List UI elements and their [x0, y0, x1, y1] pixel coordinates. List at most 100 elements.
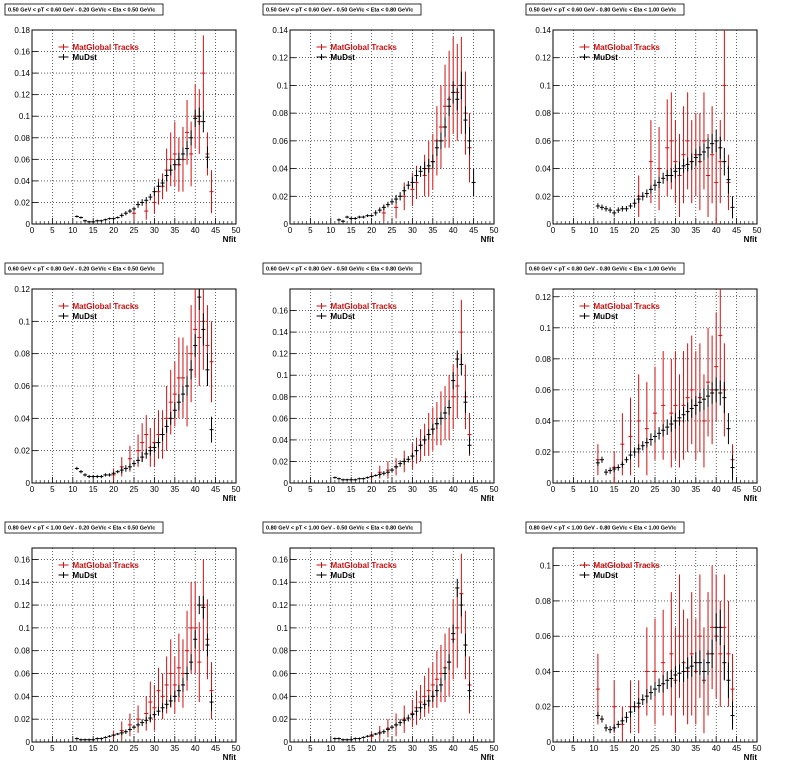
x-tick-label: 0: [288, 226, 293, 235]
data-point: [434, 650, 439, 708]
y-tick-label: 0.14: [272, 26, 288, 35]
data-point: [164, 699, 169, 709]
data-point: [677, 161, 682, 176]
data-point: [144, 449, 149, 459]
x-axis-label: Nfit: [223, 753, 237, 762]
data-point: [193, 334, 198, 357]
y-tick-label: 0.12: [272, 350, 288, 359]
data-point: [389, 724, 395, 730]
data-point: [406, 714, 411, 722]
data-point: [140, 452, 145, 462]
data-point: [385, 727, 390, 732]
data-point: [103, 473, 108, 477]
data-point: [730, 701, 735, 730]
x-tick-label: 10: [68, 744, 77, 753]
y-tick-label: 0.08: [535, 109, 551, 118]
data-point: [414, 446, 419, 455]
data-point: [119, 730, 124, 736]
y-tick-label: 0.12: [14, 601, 30, 610]
data-point: [103, 736, 108, 739]
x-tick-label: 25: [388, 226, 397, 235]
y-tick-label: 0: [547, 738, 552, 747]
data-point: [341, 478, 346, 481]
data-point: [394, 194, 399, 204]
x-tick-label: 5: [571, 744, 576, 753]
data-point: [197, 289, 202, 311]
data-point: [648, 185, 653, 194]
x-tick-label: 20: [630, 744, 639, 753]
data-point: [78, 216, 83, 219]
data-point: [123, 211, 128, 216]
data-point: [726, 165, 731, 194]
data-point: [209, 170, 214, 214]
data-point: [438, 85, 443, 169]
plot-title: 0.80 GeV < pT < 1.00 GeV - 0.20 GeV/c < …: [8, 526, 155, 532]
data-point: [74, 737, 79, 740]
data-point: [644, 382, 649, 476]
data-point: [148, 445, 153, 456]
data-point: [131, 460, 137, 467]
y-tick-label: 0.02: [14, 447, 30, 456]
data-point: [115, 470, 120, 474]
legend-label-matglobal: MatGlobal Tracks: [594, 302, 661, 311]
data-point: [176, 394, 181, 411]
data-point: [168, 164, 173, 176]
data-point: [677, 410, 682, 426]
data-point: [140, 199, 145, 206]
x-tick-label: 10: [68, 226, 77, 235]
data-point: [87, 738, 92, 741]
data-point: [665, 671, 670, 690]
x-tick-label: 40: [449, 226, 458, 235]
legend-label-mudst: MuDst: [594, 571, 619, 580]
data-point: [209, 416, 214, 443]
y-tick-label: 0.04: [535, 667, 551, 676]
data-point: [652, 682, 658, 697]
data-point: [377, 730, 382, 736]
data-point: [693, 149, 698, 166]
plot-title: 0.60 GeV < pT < 0.80 GeV - 0.20 GeV/c < …: [8, 267, 155, 273]
y-tick-label: 0.04: [272, 436, 288, 445]
data-point: [701, 143, 706, 161]
x-tick-label: 30: [671, 744, 680, 753]
data-point: [418, 703, 423, 713]
data-point: [418, 165, 423, 177]
data-point: [156, 410, 161, 459]
data-point: [398, 192, 403, 201]
x-tick-label: 25: [388, 485, 397, 494]
data-point: [389, 467, 395, 473]
data-point: [714, 312, 719, 421]
x-tick-label: 45: [469, 744, 478, 753]
x-tick-label: 40: [712, 485, 721, 494]
x-axis-label: Nfit: [744, 235, 758, 244]
data-point: [434, 684, 439, 697]
data-point: [706, 650, 711, 675]
data-point: [616, 464, 621, 471]
data-point: [115, 216, 120, 219]
data-point: [123, 465, 128, 472]
x-tick-label: 5: [308, 226, 313, 235]
data-point: [160, 703, 165, 713]
data-point: [111, 471, 116, 475]
x-tick-label: 35: [428, 744, 437, 753]
data-point: [722, 382, 727, 414]
data-point: [644, 689, 649, 704]
data-point: [599, 715, 604, 723]
data-point: [349, 217, 354, 220]
data-point: [172, 121, 177, 187]
data-point: [361, 477, 366, 480]
series-mudst: [74, 289, 214, 479]
x-tick-label: 35: [691, 485, 700, 494]
y-tick-label: 0.06: [535, 386, 551, 395]
x-axis-label: Nfit: [744, 494, 758, 503]
data-point: [140, 719, 145, 727]
data-point: [144, 415, 149, 454]
legend-label-mudst: MuDst: [73, 571, 98, 580]
data-point: [201, 110, 206, 133]
data-point: [673, 164, 678, 179]
data-point: [414, 169, 419, 182]
data-point: [144, 197, 149, 204]
data-point: [722, 147, 727, 176]
plot-panel: 0.60 GeV < pT < 0.80 GeV - 0.50 GeV/c < …: [262, 262, 499, 503]
data-point: [111, 734, 116, 737]
data-point: [430, 423, 435, 435]
